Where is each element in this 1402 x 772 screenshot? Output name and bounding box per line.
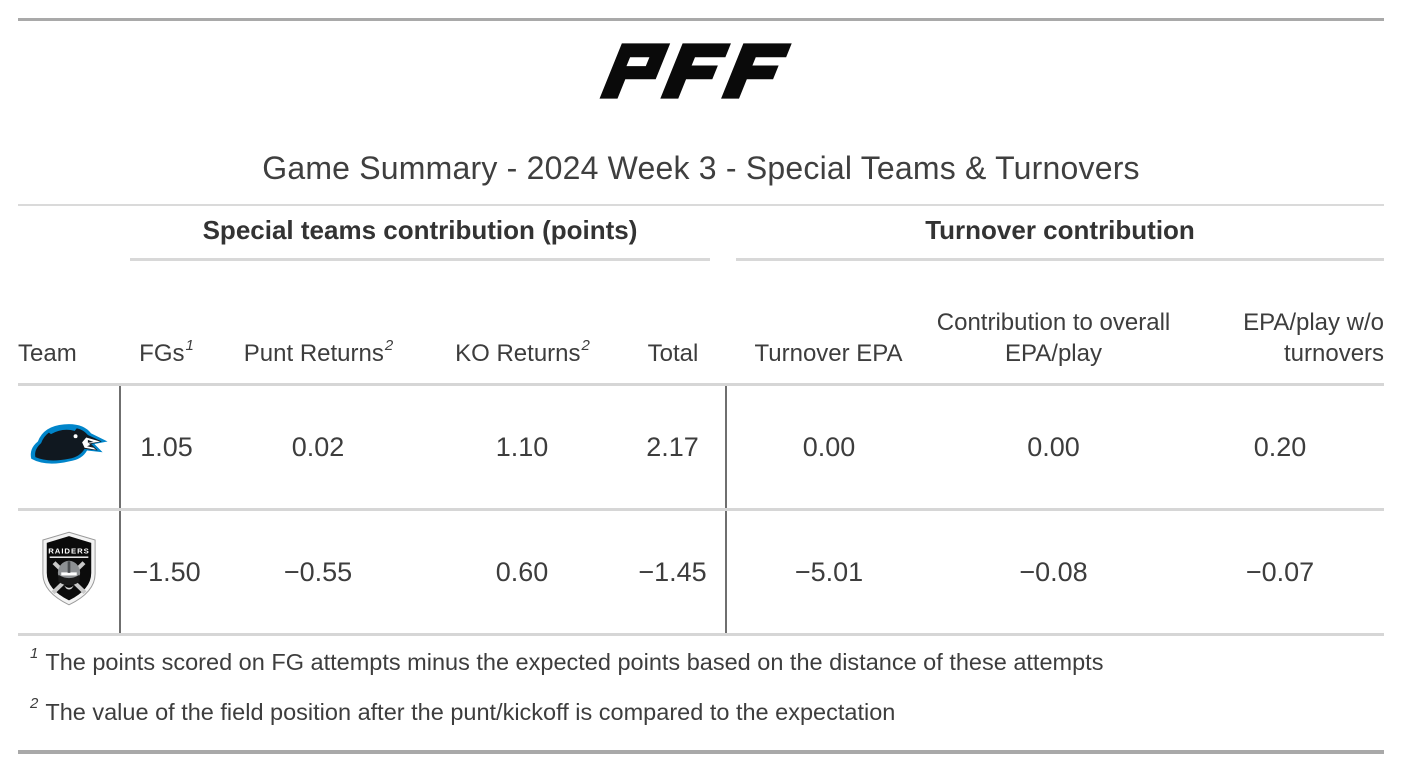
cell-contribution-epa: 0.00 (931, 384, 1177, 511)
spanner-row: Special teams contribution (points) Turn… (18, 207, 1385, 261)
cell-epa-wo-turnovers: −0.07 (1176, 509, 1385, 636)
footnote-marker: 2 (384, 337, 394, 354)
col-header-punt-returns: Punt Returns2 (212, 261, 424, 386)
col-header-team: Team (18, 261, 120, 386)
cell-total: −1.45 (620, 509, 728, 636)
table-row-raiders: RAIDERS −1.50 −0.55 0.60 −1.45 −5.01 (18, 509, 1385, 636)
col-header-contribution-epa: Contribution to overall EPA/play (931, 261, 1177, 386)
col-header-fgs: FGs1 (120, 261, 212, 386)
col-header-ko-returns: KO Returns2 (424, 261, 620, 386)
footnote-marker: 1 (185, 337, 194, 354)
summary-table: Special teams contribution (points) Turn… (18, 207, 1385, 636)
cell-punt-returns: −0.55 (212, 509, 424, 636)
col-header-turnover-epa: Turnover EPA (726, 261, 932, 386)
cell-total: 2.17 (620, 384, 728, 511)
bottom-rule (18, 750, 1384, 754)
footnote-marker: 2 (581, 337, 590, 354)
cell-fgs: −1.50 (120, 509, 212, 636)
cell-ko-returns: 1.10 (424, 384, 620, 511)
column-header-row: Team FGs1 Punt Returns2 KO Returns2 Tota… (18, 261, 1385, 386)
footnote-1: 1 The points scored on FG attempts minus … (30, 640, 1372, 679)
top-rule (18, 18, 1384, 21)
spanner-special-teams: Special teams contribution (points) (120, 207, 726, 261)
cell-fgs: 1.05 (120, 384, 212, 511)
team-cell: RAIDERS (18, 509, 121, 636)
cell-contribution-epa: −0.08 (931, 509, 1177, 636)
cell-epa-wo-turnovers: 0.20 (1176, 384, 1385, 511)
team-cell (18, 384, 121, 511)
footnote-2-text: The value of the field position after th… (45, 698, 896, 725)
table-row-panthers: 1.05 0.02 1.10 2.17 0.00 0.00 0.20 (18, 384, 1385, 511)
footnotes: 1 The points scored on FG attempts minus … (30, 640, 1372, 740)
footnote-1-text: The points scored on FG attempts minus t… (45, 648, 1104, 675)
panthers-logo (30, 423, 108, 464)
col-header-epa-wo-turnovers: EPA/play w/o turnovers (1176, 261, 1385, 386)
raiders-logo: RAIDERS (41, 531, 96, 605)
cell-ko-returns: 0.60 (424, 509, 620, 636)
page-title: Game Summary - 2024 Week 3 - Special Tea… (262, 150, 1140, 186)
cell-punt-returns: 0.02 (212, 384, 424, 511)
svg-text:RAIDERS: RAIDERS (48, 546, 90, 555)
footnote-2-marker: 2 (30, 694, 39, 712)
footnote-1-marker: 1 (30, 645, 39, 662)
cell-turnover-epa: −5.01 (726, 509, 932, 636)
spanner-spacer (18, 207, 120, 261)
header (0, 42, 1402, 105)
title-divider (18, 204, 1384, 206)
footnote-2: 2 The value of the field position after t… (30, 690, 1372, 729)
col-header-total: Total (620, 261, 727, 386)
spanner-turnover: Turnover contribution (726, 207, 1385, 261)
cell-turnover-epa: 0.00 (726, 384, 932, 511)
pff-logo (599, 43, 793, 99)
